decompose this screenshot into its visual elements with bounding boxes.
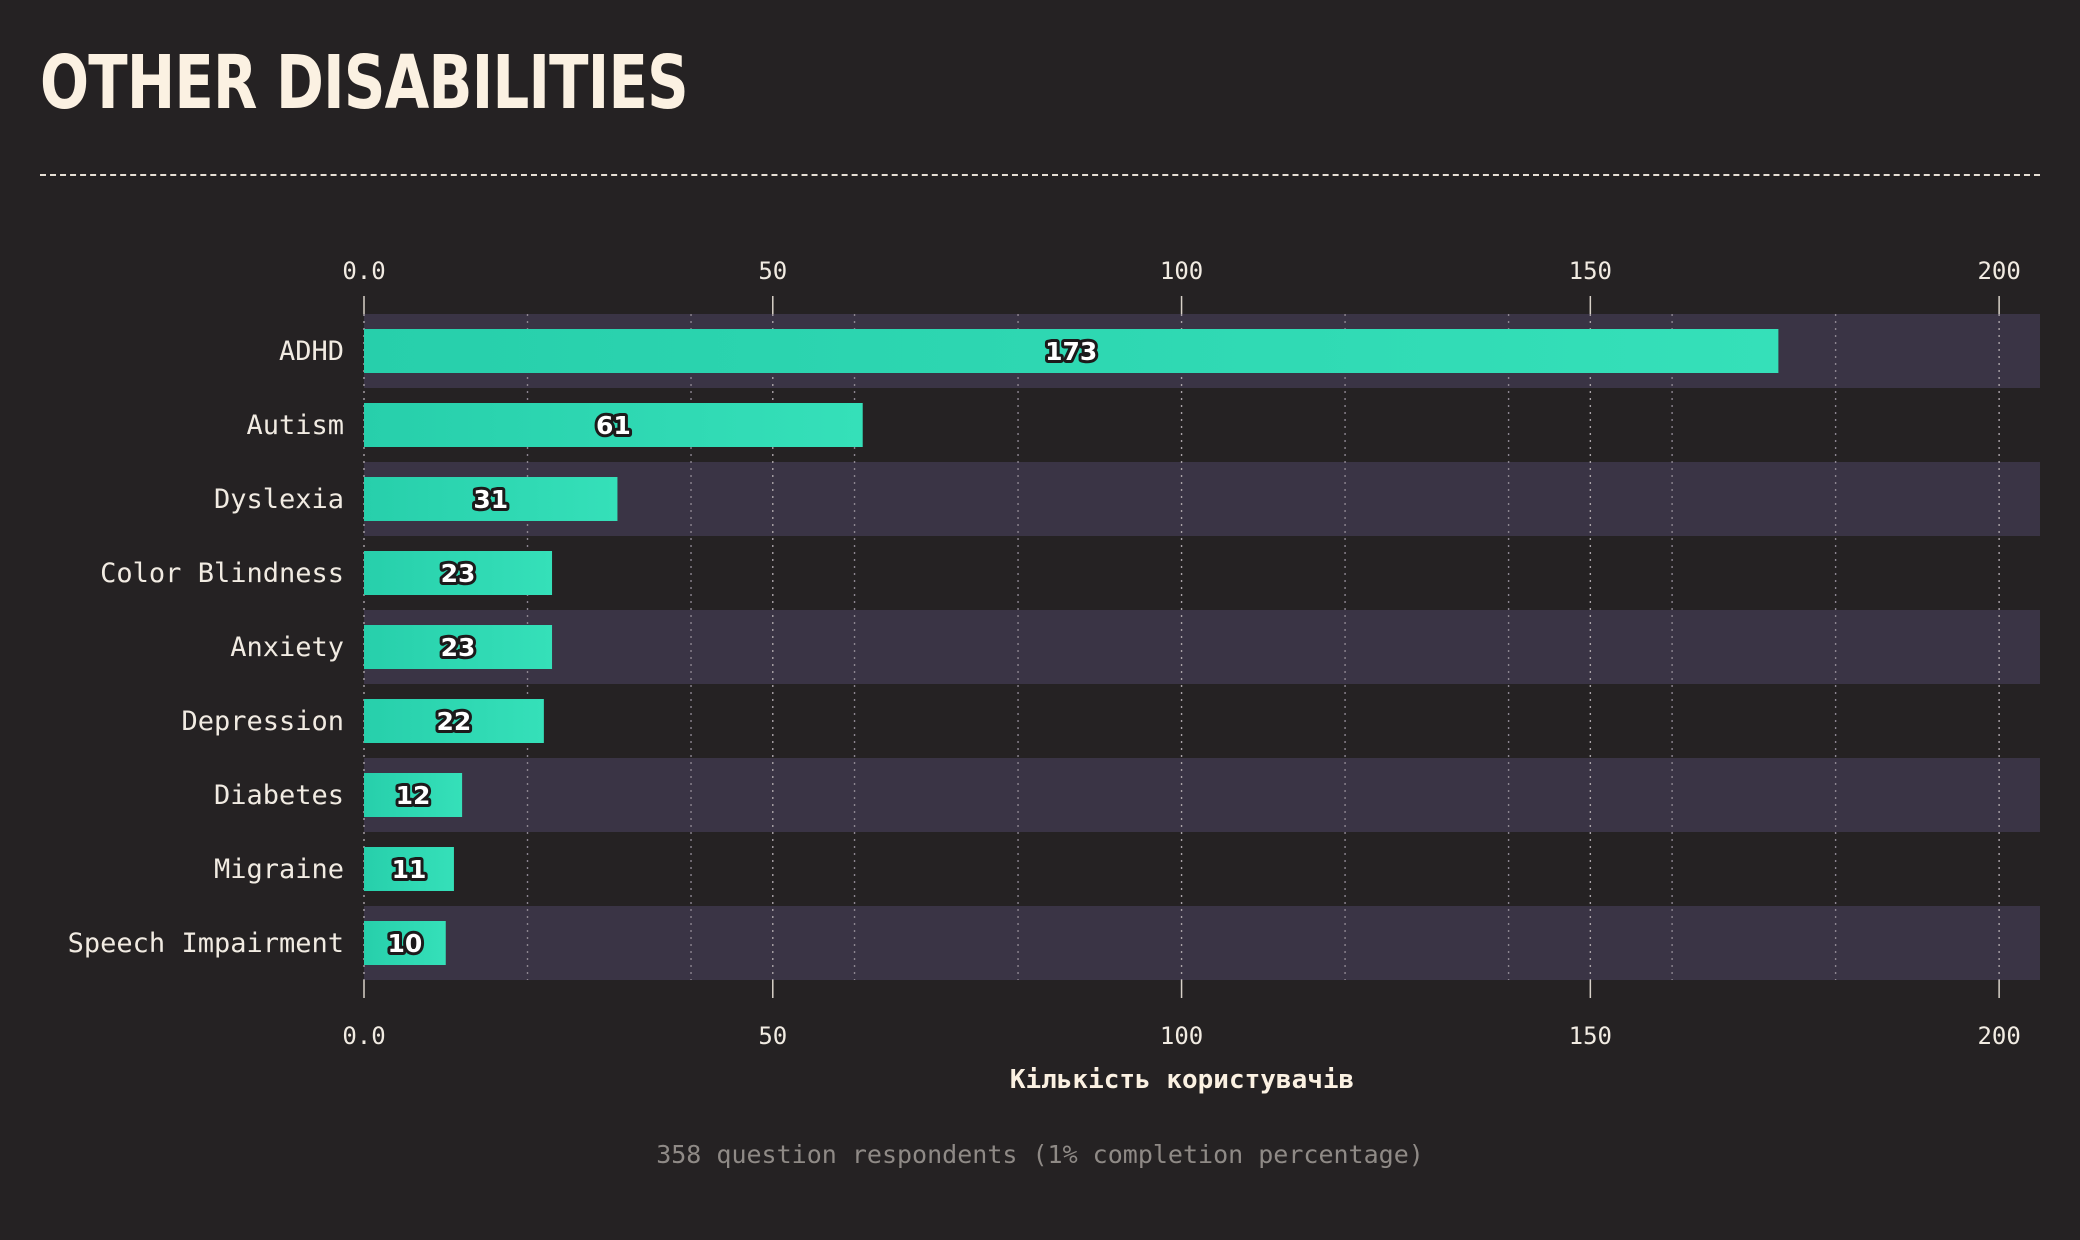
bar <box>364 847 454 891</box>
category-label: Diabetes <box>214 780 344 811</box>
x-tick-label-top: 150 <box>1569 257 1612 285</box>
value-label: 22 <box>437 707 472 736</box>
x-axis-top: 0.0 50 100 150 200 <box>342 257 2021 314</box>
value-label: 61 <box>596 411 631 440</box>
category-label: Speech Impairment <box>68 928 344 959</box>
category-label: ADHD <box>279 336 344 367</box>
category-label: Depression <box>181 706 344 737</box>
row-band <box>364 906 2040 980</box>
bar <box>364 921 446 965</box>
row-band <box>364 758 2040 832</box>
bar <box>364 329 1779 373</box>
value-label: 10 <box>387 929 422 958</box>
category-label: Dyslexia <box>214 484 344 515</box>
value-label: 12 <box>396 781 431 810</box>
x-tick-label-top: 100 <box>1160 257 1203 285</box>
x-tick-label-top: 0.0 <box>342 257 385 285</box>
x-tick-label-top: 200 <box>1977 257 2020 285</box>
value-labels: 173 61 31 23 23 22 12 11 10 <box>384 334 1100 961</box>
footer-note: 358 question respondents (1% completion … <box>656 1140 1424 1169</box>
x-axis-label: Кількість користувачів <box>1010 1065 1354 1095</box>
bar <box>364 773 463 817</box>
category-label: Autism <box>246 410 344 441</box>
x-axis-bottom: 0.0 50 100 150 200 <box>342 980 2021 1050</box>
bar <box>364 699 544 743</box>
value-label: 23 <box>441 633 476 662</box>
category-label: Migraine <box>214 854 344 885</box>
value-label: 31 <box>473 485 508 514</box>
x-tick-label-bottom: 100 <box>1160 1022 1203 1050</box>
chart-title: OTHER DISABILITIES <box>40 40 689 126</box>
value-label: 173 <box>1045 337 1097 366</box>
row-band <box>364 610 2040 684</box>
bar <box>364 625 553 669</box>
row-bands <box>364 314 2040 980</box>
x-tick-label-bottom: 200 <box>1977 1022 2020 1050</box>
bar <box>364 403 863 447</box>
value-label: 11 <box>392 855 427 884</box>
x-tick-label-bottom: 50 <box>758 1022 787 1050</box>
x-tick-label-bottom: 0.0 <box>342 1022 385 1050</box>
x-tick-label-bottom: 150 <box>1569 1022 1612 1050</box>
bars <box>364 329 1779 965</box>
category-label: Color Blindness <box>100 558 344 589</box>
category-labels: ADHD Autism Dyslexia Color Blindness Anxiety… <box>68 336 344 959</box>
category-label: Anxiety <box>230 632 344 663</box>
row-band <box>364 462 2040 536</box>
bar <box>364 477 618 521</box>
bar <box>364 551 553 595</box>
value-label: 23 <box>441 559 476 588</box>
x-tick-label-top: 50 <box>758 257 787 285</box>
title-divider <box>40 174 2040 176</box>
